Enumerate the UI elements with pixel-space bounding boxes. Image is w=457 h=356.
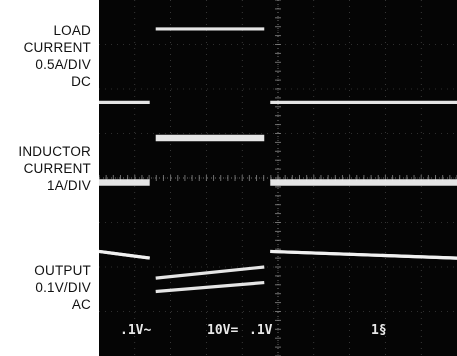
output-label-line2: 0.1V/DIV [35, 280, 91, 295]
scope-readout: .1V~ 10V= .1V 1§ [120, 323, 387, 338]
load-label-line3: 0.5A/DIV [35, 57, 91, 72]
readout-ch2: 10V= [207, 323, 238, 338]
load-label-line2: CURRENT [23, 40, 91, 55]
load-current-label: LOAD CURRENT 0.5A/DIV DC [24, 22, 91, 90]
trace-segment-4 [270, 249, 457, 260]
load-label-line4: DC [71, 74, 91, 89]
graticule [99, 0, 457, 356]
inductor-label-line3: 1A/DIV [47, 178, 91, 193]
oscilloscope-screen: .1V~ 10V= .1V 1§ [99, 0, 457, 356]
scope-plot: .1V~ 10V= .1V 1§ [99, 0, 457, 356]
inductor-label-line2: CURRENT [23, 161, 91, 176]
output-voltage-label: OUTPUT 0.1V/DIV AC [34, 262, 91, 313]
trace-segment-4 [99, 249, 150, 260]
load-label-line1: LOAD [53, 23, 91, 38]
readout-ch3: .1V [249, 323, 273, 338]
inductor-label-line1: INDUCTOR [18, 144, 91, 159]
readout-ch4: 1§ [371, 323, 387, 338]
output-label-line3: AC [71, 297, 91, 312]
traces [99, 27, 457, 294]
output-label-line1: OUTPUT [34, 263, 91, 278]
trace-segment-4 [155, 280, 265, 294]
trace-segment-3 [155, 265, 265, 280]
readout-ch1: .1V~ [120, 323, 151, 338]
inductor-current-label: INDUCTOR CURRENT 1A/DIV [18, 143, 91, 194]
